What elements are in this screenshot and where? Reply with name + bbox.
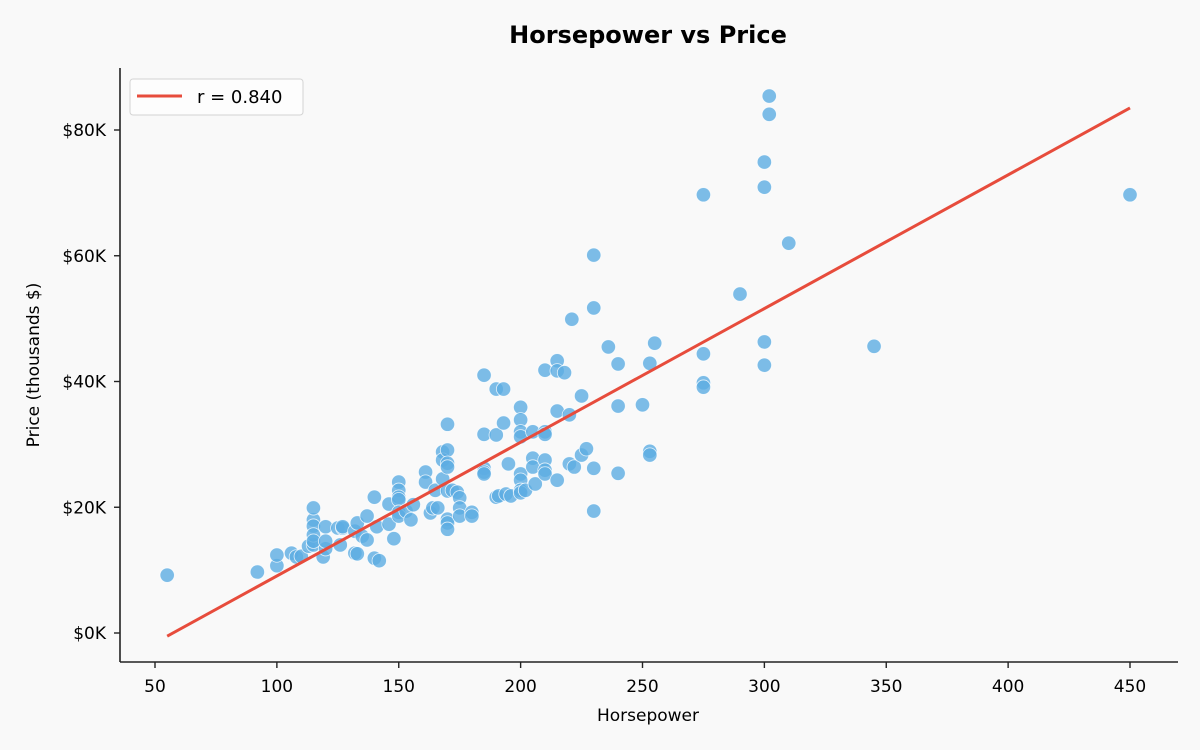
data-point [756, 357, 772, 373]
data-point [756, 334, 772, 350]
x-tick-label: 300 [748, 677, 780, 697]
data-point [417, 474, 434, 490]
y-tick-label: $20K [62, 498, 106, 518]
data-point [439, 459, 456, 475]
data-point [642, 447, 658, 463]
data-point [564, 311, 580, 327]
data-points [159, 88, 1138, 583]
data-point [761, 88, 777, 104]
legend-label: r = 0.840 [197, 87, 282, 108]
data-point [610, 398, 626, 414]
x-tick-label: 250 [626, 677, 658, 697]
data-point [439, 442, 456, 458]
data-point [386, 531, 402, 547]
data-point [1122, 187, 1138, 203]
fit-line [166, 106, 1131, 638]
data-point [495, 415, 512, 431]
data-point [556, 365, 573, 381]
data-point [578, 441, 595, 457]
data-point [269, 547, 285, 563]
data-point [159, 567, 175, 583]
data-point [366, 489, 382, 505]
y-tick-label: $40K [62, 373, 106, 393]
data-point [359, 532, 375, 548]
data-point [495, 381, 512, 397]
data-point [439, 521, 456, 537]
x-tick-label: 100 [261, 677, 293, 697]
legend-box [129, 78, 304, 116]
data-point [371, 553, 387, 569]
data-point [537, 466, 553, 482]
data-point [732, 286, 748, 302]
data-point [488, 427, 504, 443]
data-point [464, 508, 480, 524]
data-point [866, 338, 882, 354]
data-point [781, 235, 797, 251]
x-tick-label: 450 [1114, 677, 1146, 697]
data-point [634, 397, 651, 413]
data-point [439, 416, 456, 432]
x-axis-ticks: 50 100 150 200 250 300 350 400 450 [144, 662, 1146, 697]
x-tick-label: 150 [383, 677, 415, 697]
data-point [695, 346, 712, 362]
data-point [586, 247, 602, 263]
chart-title: Horsepower vs Price [509, 21, 787, 49]
data-point [403, 512, 419, 528]
y-tick-label: $0K [73, 624, 107, 644]
data-point [573, 388, 590, 404]
y-tick-label: $80K [62, 121, 106, 141]
x-tick-label: 200 [504, 677, 536, 697]
data-point [249, 564, 265, 580]
data-point [527, 476, 543, 492]
y-axis-ticks: $0K $20K $40K $60K $80K [62, 121, 120, 644]
y-tick-label: $60K [62, 247, 106, 267]
data-point [695, 379, 712, 395]
data-point [756, 179, 772, 195]
data-point [476, 466, 492, 482]
axes: 50 100 150 200 250 300 350 400 450 $0K $20K $40K $6… [62, 68, 1178, 697]
data-point [610, 465, 626, 481]
legend: r = 0.840 [129, 78, 304, 116]
data-point [610, 356, 626, 372]
data-point [305, 500, 322, 516]
x-tick-label: 350 [870, 677, 902, 697]
x-tick-label: 400 [992, 677, 1024, 697]
data-point [600, 339, 616, 355]
data-point [761, 106, 777, 122]
data-point [586, 460, 602, 476]
data-point [359, 508, 375, 524]
data-point [349, 546, 365, 562]
regression-line [166, 106, 1131, 638]
data-point [695, 187, 712, 203]
data-point [500, 456, 517, 472]
data-point [756, 154, 772, 170]
data-point [549, 472, 565, 488]
data-point [586, 300, 602, 316]
x-axis-label: Horsepower [597, 706, 699, 726]
y-axis-label: Price (thousands $) [24, 283, 44, 448]
data-point [566, 459, 582, 475]
data-point [586, 503, 602, 519]
data-point [476, 367, 492, 383]
data-point [381, 516, 397, 532]
data-point [430, 500, 446, 516]
x-tick-label: 50 [144, 677, 166, 697]
data-point [647, 335, 663, 351]
